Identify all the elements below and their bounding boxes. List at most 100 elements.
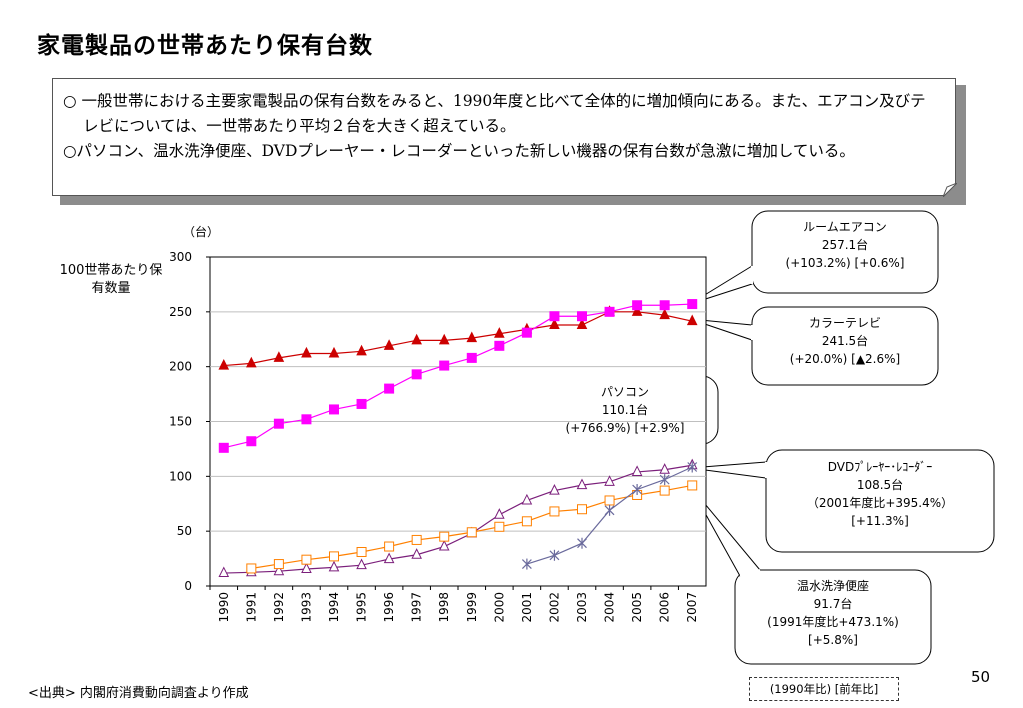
data-point: [356, 547, 367, 558]
x-tick-label: 1998: [437, 592, 451, 623]
y-tick-label: 0: [184, 579, 192, 593]
x-tick-label: 1996: [382, 592, 396, 623]
callout-line: (+103.2%) [+0.6%]: [785, 256, 905, 270]
y-tick-label: 300: [169, 250, 192, 264]
x-tick-label: 2007: [685, 592, 699, 623]
y-axis-unit: （台）: [183, 225, 220, 239]
callout-line: 110.1台: [601, 403, 649, 417]
data-point: [632, 300, 643, 311]
data-point: [549, 549, 560, 561]
data-point: [659, 474, 670, 486]
x-tick-label: 1991: [244, 592, 258, 623]
data-point: [301, 554, 312, 565]
data-point: [549, 318, 560, 329]
data-point: [494, 521, 505, 532]
callout-line: DVDﾌﾟﾚｰﾔｰ･ﾚｺｰﾀﾞｰ: [827, 460, 933, 474]
summary-note-box: ○ 一般世帯における主要家電製品の保有台数をみると、1990年度と比べて全体的に…: [52, 78, 956, 196]
callout-joint: [739, 569, 761, 577]
x-tick-label: 1990: [217, 592, 231, 623]
data-point: [411, 548, 422, 559]
data-point: [356, 558, 367, 570]
data-point: [659, 485, 670, 496]
x-tick-label: 1997: [410, 592, 424, 623]
callout-line: (1991年度比+473.1%): [767, 615, 899, 629]
data-point: [577, 311, 587, 322]
data-point: [383, 552, 395, 564]
data-point: [246, 563, 257, 574]
x-tick-label: 1992: [272, 592, 286, 623]
callout-line: [+5.8%]: [808, 633, 858, 647]
data-point: [466, 352, 477, 363]
data-point: [687, 480, 698, 491]
x-tick-label: 2004: [603, 592, 617, 623]
data-point: [549, 311, 560, 322]
callout-pc: パソコン 110.1台 (+766.9%) [+2.9%]: [532, 383, 718, 437]
data-point: [494, 508, 505, 519]
data-point: [659, 463, 670, 474]
data-point: [273, 564, 285, 576]
x-tick-label: 2002: [547, 592, 561, 623]
callout-bubble: [751, 210, 939, 294]
callout-bubble: [734, 569, 932, 665]
source-note: <出典> 内閣府消費動向調査より作成: [28, 686, 249, 701]
data-point: [604, 495, 615, 506]
data-point: [521, 516, 532, 527]
y-tick-label: 250: [169, 305, 192, 319]
y-tick-label: 200: [169, 360, 192, 374]
callout-line: （2001年度比+395.4%）: [806, 496, 954, 510]
callout-line: ルームエアコン: [803, 220, 887, 234]
y-tick-label: 50: [177, 524, 192, 538]
data-point: [438, 333, 450, 345]
legend-key: (1990年比) [前年比]: [749, 677, 899, 701]
x-tick-label: 2005: [630, 592, 644, 623]
data-point: [273, 559, 284, 570]
data-point: [384, 541, 395, 552]
data-point: [411, 333, 422, 345]
callout-bubble: [765, 449, 995, 553]
data-point: [466, 331, 478, 343]
y-tick-label: 150: [169, 415, 192, 429]
data-point: [659, 300, 670, 311]
data-point: [411, 369, 422, 380]
summary-note-2: ○パソコン、温水洗浄便座、DVDプレーヤー・レコーダーといった新しい機器の保有台…: [63, 142, 855, 160]
data-point: [576, 478, 588, 490]
data-point: [687, 299, 698, 310]
x-tick-label: 1999: [465, 592, 479, 623]
data-point: [356, 344, 367, 356]
data-point: [273, 418, 284, 429]
data-point: [631, 305, 643, 316]
data-point: [466, 527, 477, 538]
callout-bubble: [751, 306, 939, 386]
data-point: [632, 483, 643, 495]
callout-room-aircon: ルームエアコン 257.1台 (+103.2%) [+0.6%]: [752, 218, 938, 272]
callout-dvd: DVDﾌﾟﾚｰﾔｰ･ﾚｺｰﾀﾞｰ 108.5台 （2001年度比+395.4%）…: [766, 458, 994, 530]
callout-line: [+11.3%]: [851, 514, 909, 528]
data-point: [218, 566, 230, 578]
data-point: [687, 461, 698, 473]
callout-washlet: 温水洗浄便座 91.7台 (1991年度比+473.1%) [+5.8%]: [735, 577, 931, 649]
data-point: [521, 327, 532, 338]
x-tick-label: 2001: [520, 592, 534, 623]
data-point: [246, 436, 257, 447]
x-tick-label: 1994: [327, 592, 341, 623]
data-point: [411, 534, 422, 545]
data-point: [301, 346, 312, 358]
data-point: [218, 442, 229, 453]
data-point: [577, 504, 587, 515]
callout-line: カラーテレビ: [808, 316, 881, 330]
x-tick-label: 2003: [575, 592, 589, 623]
page-title: 家電製品の世帯あたり保有台数: [37, 33, 373, 59]
data-point: [218, 358, 230, 370]
y-axis-label: 100世帯あたり保有数量: [59, 263, 163, 296]
data-point: [604, 306, 615, 317]
data-point: [356, 398, 367, 409]
data-point: [273, 351, 285, 362]
data-point: [383, 339, 395, 350]
folded-corner-icon: [943, 183, 957, 197]
data-point: [328, 346, 340, 358]
data-point: [494, 340, 505, 351]
data-point: [604, 475, 615, 486]
data-point: [438, 539, 450, 551]
data-point: [577, 537, 587, 549]
